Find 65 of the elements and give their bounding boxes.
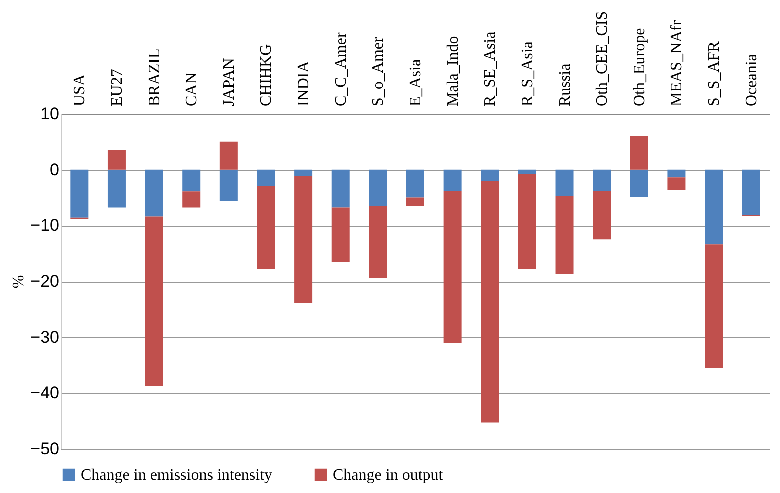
- bar: [518, 174, 536, 270]
- x-tick-label: R_S_Asia: [519, 42, 536, 106]
- bar: [182, 192, 201, 208]
- x-tick-label: INDIA: [296, 60, 313, 106]
- legend-label: Change in emissions intensity: [81, 467, 273, 484]
- y-tick-label: 10: [40, 104, 60, 124]
- bar: [630, 136, 648, 170]
- x-tick-label: Mala_Indo: [444, 36, 462, 106]
- bar: [369, 170, 388, 206]
- bar: [145, 216, 164, 386]
- x-tick-label: USA: [72, 74, 89, 106]
- x-tick-label: JAPAN: [220, 58, 238, 106]
- bar: [556, 196, 574, 274]
- x-tick-label: Russia: [556, 64, 574, 106]
- y-tick-label: −10: [30, 216, 60, 236]
- x-tick-label: C_C_Amer: [332, 32, 350, 106]
- x-tick-label: E_Asia: [408, 59, 424, 106]
- bar: [369, 206, 388, 278]
- x-tick-label: Oceania: [743, 54, 760, 106]
- bar: [742, 170, 760, 216]
- bar: [108, 150, 126, 170]
- bar: [332, 208, 350, 263]
- bar: [406, 198, 424, 206]
- bar: [668, 178, 686, 190]
- bar: [70, 170, 89, 218]
- y-tick-label: −50: [30, 440, 60, 458]
- x-tick-label: S_S_AFR: [706, 41, 724, 106]
- bar: [294, 170, 313, 176]
- bar: [406, 170, 424, 198]
- bar: [593, 170, 612, 192]
- x-tick-label: CHIHKG: [258, 44, 276, 106]
- bar: [481, 181, 500, 423]
- x-tick-label: EU27: [108, 69, 126, 106]
- x-tick-label: Oth_Europe: [631, 28, 648, 106]
- x-tick-label: BRAZIL: [146, 48, 164, 106]
- bar: [705, 244, 724, 368]
- y-axis-title: %: [10, 275, 28, 289]
- x-tick-label: Oth_CEE_CIS: [594, 11, 612, 106]
- bar: [481, 170, 500, 181]
- bar: [257, 170, 276, 186]
- bar: [145, 170, 164, 217]
- bar: [444, 191, 462, 344]
- x-tick-label: R_SE_Asia: [482, 32, 500, 106]
- bar: [518, 170, 536, 174]
- y-tick-label: −30: [30, 328, 60, 347]
- legend-label: Change in output: [333, 467, 444, 484]
- bar: [182, 170, 201, 192]
- y-tick-label: −20: [30, 272, 60, 291]
- x-tick-label: MEAS_NAfr: [668, 20, 686, 106]
- bar: [593, 191, 612, 240]
- bar: [556, 170, 574, 196]
- bar: [444, 170, 462, 192]
- bar: [108, 170, 126, 208]
- bar: [220, 170, 238, 202]
- bar: [257, 186, 276, 270]
- bar: [294, 176, 313, 304]
- x-tick-label: S_o_Amer: [370, 36, 388, 106]
- x-tick-label: CAN: [184, 72, 201, 106]
- bar: [220, 142, 238, 170]
- y-tick-label: 0: [50, 160, 60, 180]
- bar: [332, 170, 350, 208]
- bar: [668, 170, 686, 178]
- y-tick-label: −40: [30, 384, 60, 403]
- bar: [630, 170, 648, 198]
- bar: [705, 170, 724, 245]
